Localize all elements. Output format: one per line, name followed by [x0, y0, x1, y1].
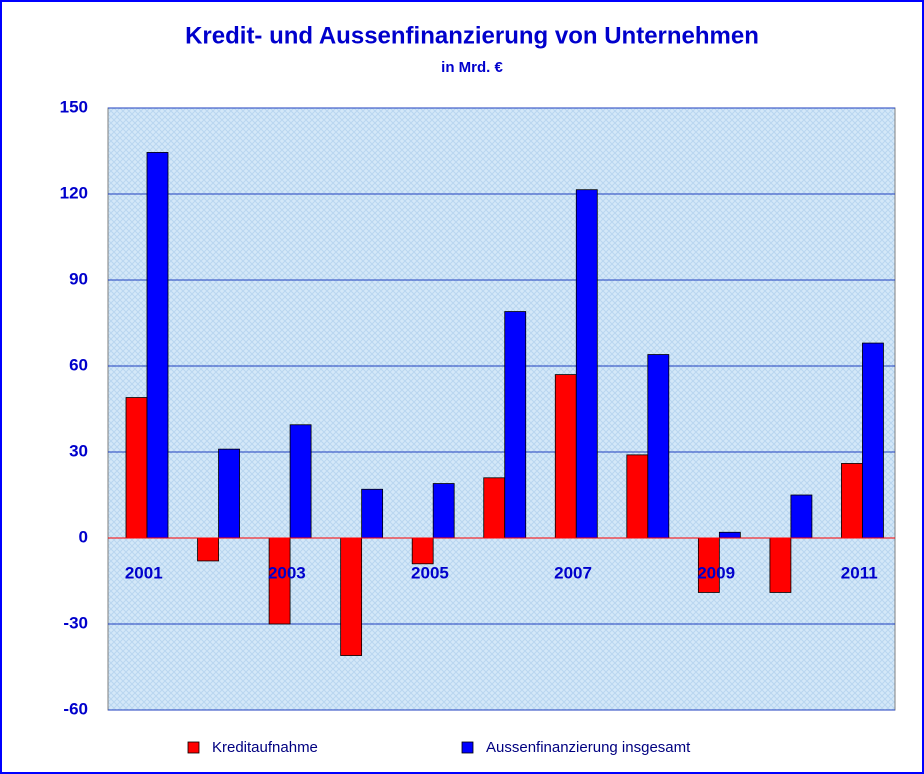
x-tick-label: 2001 — [125, 563, 163, 582]
bar — [504, 311, 527, 539]
legend-label: Aussenfinanzierung insgesamt — [486, 739, 691, 756]
y-tick-label: 90 — [69, 269, 88, 288]
legend-label: Kreditaufnahme — [212, 739, 318, 756]
plot-area — [107, 107, 896, 711]
chart-title: Kredit- und Aussenfinanzierung von Unter… — [185, 22, 759, 49]
bar — [790, 494, 813, 539]
legend-swatch — [461, 741, 474, 754]
bar — [626, 454, 649, 539]
y-tick-label: 150 — [60, 97, 88, 116]
bar — [769, 537, 792, 593]
bar — [841, 463, 863, 539]
chart-subtitle: in Mrd. € — [441, 59, 503, 76]
bar — [432, 483, 455, 539]
x-tick-label: 2007 — [554, 563, 592, 582]
y-tick-label: 0 — [79, 527, 88, 546]
bar — [862, 342, 884, 539]
x-tick-label: 2009 — [697, 563, 735, 582]
bar — [340, 537, 363, 656]
bar — [647, 354, 670, 539]
bar — [146, 152, 169, 539]
bar — [575, 189, 598, 539]
y-tick-label: 60 — [69, 355, 88, 374]
bar — [483, 477, 506, 539]
y-tick-label: -60 — [63, 699, 88, 718]
bar — [411, 537, 434, 565]
legend-swatch — [187, 741, 200, 754]
x-tick-label: 2003 — [268, 563, 306, 582]
y-tick-label: 120 — [60, 183, 88, 202]
bar — [289, 424, 312, 539]
bar — [125, 397, 148, 539]
y-tick-label: 30 — [69, 441, 88, 460]
x-tick-label: 2011 — [841, 563, 878, 582]
bar — [554, 374, 577, 539]
bar — [218, 448, 240, 539]
bar — [718, 531, 741, 539]
bar — [361, 488, 384, 539]
x-tick-label: 2005 — [411, 563, 449, 582]
y-tick-label: -30 — [63, 613, 88, 632]
bar — [197, 537, 219, 562]
